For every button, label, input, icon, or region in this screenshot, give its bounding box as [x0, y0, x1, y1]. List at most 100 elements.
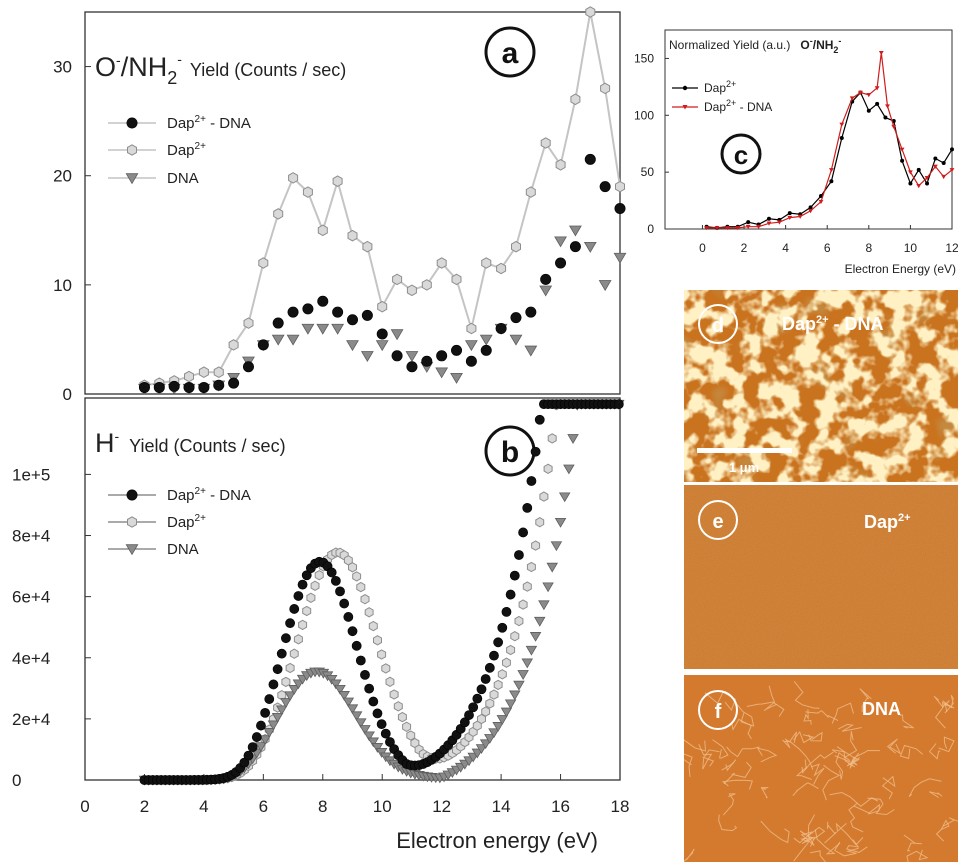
panel-b-point-dapdna: [472, 693, 483, 704]
panel-b-ytick-label: 0: [12, 771, 21, 790]
panel-c-point-dap: [875, 101, 880, 106]
panel-c-point-dap-dna: [885, 104, 890, 109]
panel-c-xtick-label: 2: [741, 241, 748, 255]
panel-c-point-dap-dna: [916, 183, 922, 189]
panel-b-point-dna: [255, 742, 267, 753]
panel-b-point-dapdna: [364, 683, 375, 694]
panel-b-xtick-label: 12: [432, 797, 451, 816]
legend-b: Dap2+ - DNA Dap2+ DNA: [167, 486, 251, 558]
panel-b-point-dap: [314, 570, 324, 581]
panel-a-point-dapdna: [317, 295, 329, 307]
panel-c-point-dap: [766, 216, 771, 221]
legend-b-dap: Dap2+: [167, 513, 206, 531]
afm-f-strand: [824, 821, 837, 844]
panel-b-point-dap: [293, 634, 303, 645]
panel-a-point-dapdna: [406, 361, 418, 373]
panel-a-point-dna: [286, 334, 300, 346]
afm-f-strand: [701, 749, 720, 767]
afm-d-badge-label: d: [712, 315, 724, 337]
panel-a-point-dapdna: [584, 153, 596, 165]
panel-b-point-dna: [529, 632, 542, 642]
afm-f-strand: [835, 751, 851, 780]
panel-b-point-dap: [281, 676, 291, 688]
afm-f-strand: [881, 775, 896, 800]
panel-a-point-dap: [406, 284, 417, 297]
panel-b-point-dapdna: [493, 637, 504, 648]
afm-f-strand: [836, 746, 860, 767]
panel-a-point-dna: [346, 340, 359, 352]
panel-b-point-dap: [493, 679, 503, 691]
panel-b-point-dap: [289, 648, 299, 659]
legend-c-marker-dap: [682, 85, 688, 91]
panel-b-point-dna: [350, 711, 363, 722]
legend-a: Dap2+ - DNA Dap2+ DNA: [167, 114, 251, 187]
panel-a-point-dna: [524, 345, 538, 357]
panel-b-badge: b: [484, 425, 536, 477]
panel-c-point-dap-dna: [766, 221, 772, 226]
panel-c-xtick-label: 4: [782, 241, 789, 255]
legend-a-dap: Dap2+: [167, 141, 206, 159]
afm-f-strand: [733, 700, 755, 727]
afm-e-title: Dap2+: [864, 512, 911, 532]
panel-c-title: Normalized Yield (a.u.) O-/NH2-: [669, 36, 841, 55]
panel-b-point-dap: [531, 540, 541, 551]
panel-b-point-dapdna: [505, 589, 516, 600]
panel-b-point-dapdna: [509, 570, 520, 581]
afm-f-strand: [903, 834, 922, 852]
afm-f-strand: [805, 710, 839, 722]
panel-b-point-dna: [284, 691, 296, 702]
panel-b-point-dna: [280, 698, 292, 708]
panel-c-point-dap: [933, 156, 938, 161]
panel-b-point-dap: [518, 599, 528, 610]
panel-b-point-dna: [542, 582, 554, 593]
panel-b-point-dap: [393, 701, 403, 712]
afm-f-strand: [938, 736, 955, 753]
panel-b-xtick-label: 6: [259, 797, 268, 816]
panel-b-point-dna: [355, 718, 367, 729]
afm-e: e Dap2+: [684, 485, 958, 669]
panel-b-point-dna: [538, 600, 550, 611]
panel-c-point-dap: [839, 136, 844, 141]
panel-a-point-dapdna: [495, 323, 507, 335]
panel-b-point-dap: [298, 619, 308, 631]
afm-f-strand: [929, 791, 943, 798]
panel-a-point-dapdna: [391, 350, 403, 362]
panel-c-point-dap: [746, 220, 751, 225]
panel-b-point-dna: [334, 684, 346, 695]
panel-b-point-dapdna: [368, 696, 379, 707]
panel-b-point-dna: [517, 670, 529, 680]
panel-a-point-dna: [316, 323, 330, 335]
panel-a-title-sup1: -: [116, 52, 121, 68]
panel-b-point-dna: [367, 737, 380, 748]
panel-b-xlabel: Electron energy (eV): [396, 828, 598, 853]
afm-d-title: Dap2+ - DNA: [782, 314, 884, 334]
panel-a-point-dapdna: [465, 355, 477, 367]
panel-a-point-dna: [390, 329, 404, 341]
panel-c-xtick-label: 12: [945, 241, 958, 255]
panel-b-xtick-label: 14: [492, 797, 511, 816]
panel-a-point-dap: [436, 257, 447, 269]
panel-a-point-dna: [405, 351, 419, 363]
panel-b-point-dapdna: [476, 684, 487, 695]
panel-a-point-dapdna: [599, 181, 611, 193]
panel-b-point-dna: [346, 704, 359, 715]
afm-f-strand: [684, 739, 707, 752]
panel-a-point-dap: [377, 300, 388, 313]
panel-b-point-dapdna: [489, 650, 499, 661]
panel-b-point-dna: [259, 735, 271, 746]
afm-f-strand: [801, 751, 834, 774]
panel-a-point-dapdna: [480, 344, 492, 356]
panel-c-point-dap: [883, 115, 888, 120]
afm-f-strand: [746, 701, 785, 717]
panel-c-point-dap-dna: [776, 220, 782, 225]
panel-b-point-dap: [373, 635, 382, 646]
panel-b-point-dna: [330, 679, 342, 690]
afm-f-strand: [760, 820, 790, 844]
panel-b-point-dap: [285, 662, 295, 674]
afm-f-strand: [846, 839, 868, 853]
panel-a-title-nh: /NH: [121, 52, 168, 82]
panel-c-point-dap: [866, 108, 871, 113]
panel-a-point-dap: [600, 82, 611, 95]
panel-b-point-dap: [510, 631, 520, 642]
